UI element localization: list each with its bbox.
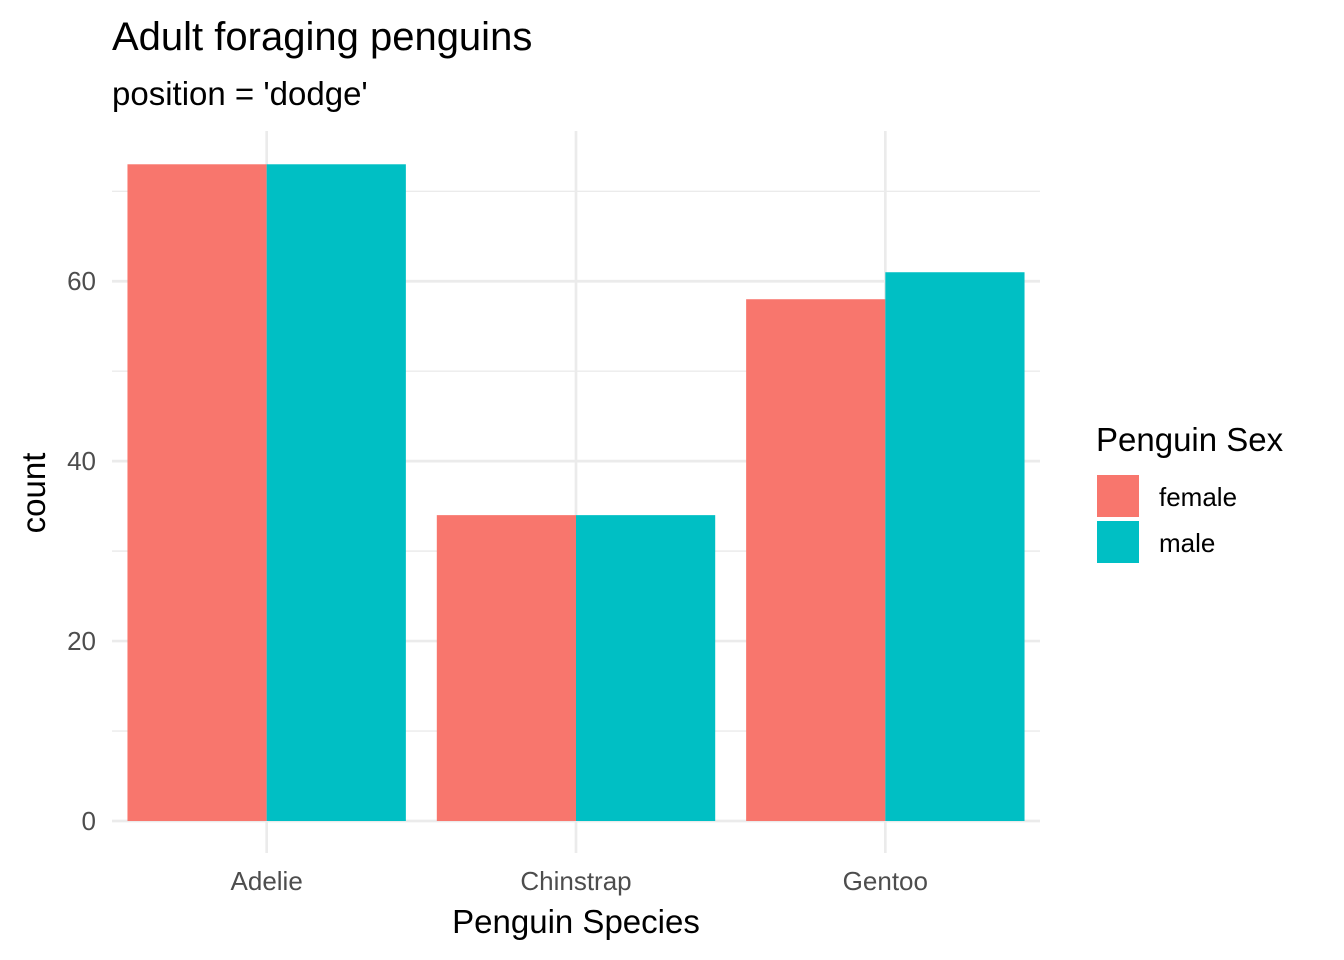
y-tick-label: 40 bbox=[67, 446, 96, 476]
bar-female-gentoo bbox=[746, 299, 886, 821]
x-tick-label: Adelie bbox=[231, 866, 303, 896]
axes: 0 20 40 60 Adelie Chinstrap Gentoo bbox=[67, 266, 928, 896]
chart-subtitle: position = 'dodge' bbox=[112, 75, 368, 112]
legend-items: female male bbox=[1097, 475, 1237, 563]
bar-male-chinstrap bbox=[576, 515, 716, 821]
y-tick-label: 0 bbox=[82, 806, 96, 836]
legend-key-female bbox=[1097, 475, 1139, 517]
bar-female-chinstrap bbox=[436, 515, 576, 821]
x-tick-label: Gentoo bbox=[843, 866, 928, 896]
legend-key-male bbox=[1097, 521, 1139, 563]
bar-male-adelie bbox=[266, 164, 406, 821]
chart-title: Adult foraging penguins bbox=[112, 15, 532, 59]
bars bbox=[127, 164, 1025, 821]
y-tick-label: 20 bbox=[67, 626, 96, 656]
bar-male-gentoo bbox=[885, 272, 1025, 821]
x-tick-label: Chinstrap bbox=[520, 866, 631, 896]
y-tick-label: 60 bbox=[67, 266, 96, 296]
y-axis-title: count bbox=[15, 453, 52, 534]
x-axis-title: Penguin Species bbox=[452, 903, 700, 940]
legend: Penguin Sex female male bbox=[1096, 421, 1284, 563]
legend-label-female: female bbox=[1159, 482, 1237, 512]
legend-label-male: male bbox=[1159, 528, 1215, 558]
legend-title: Penguin Sex bbox=[1096, 421, 1284, 458]
bar-female-adelie bbox=[127, 164, 267, 821]
